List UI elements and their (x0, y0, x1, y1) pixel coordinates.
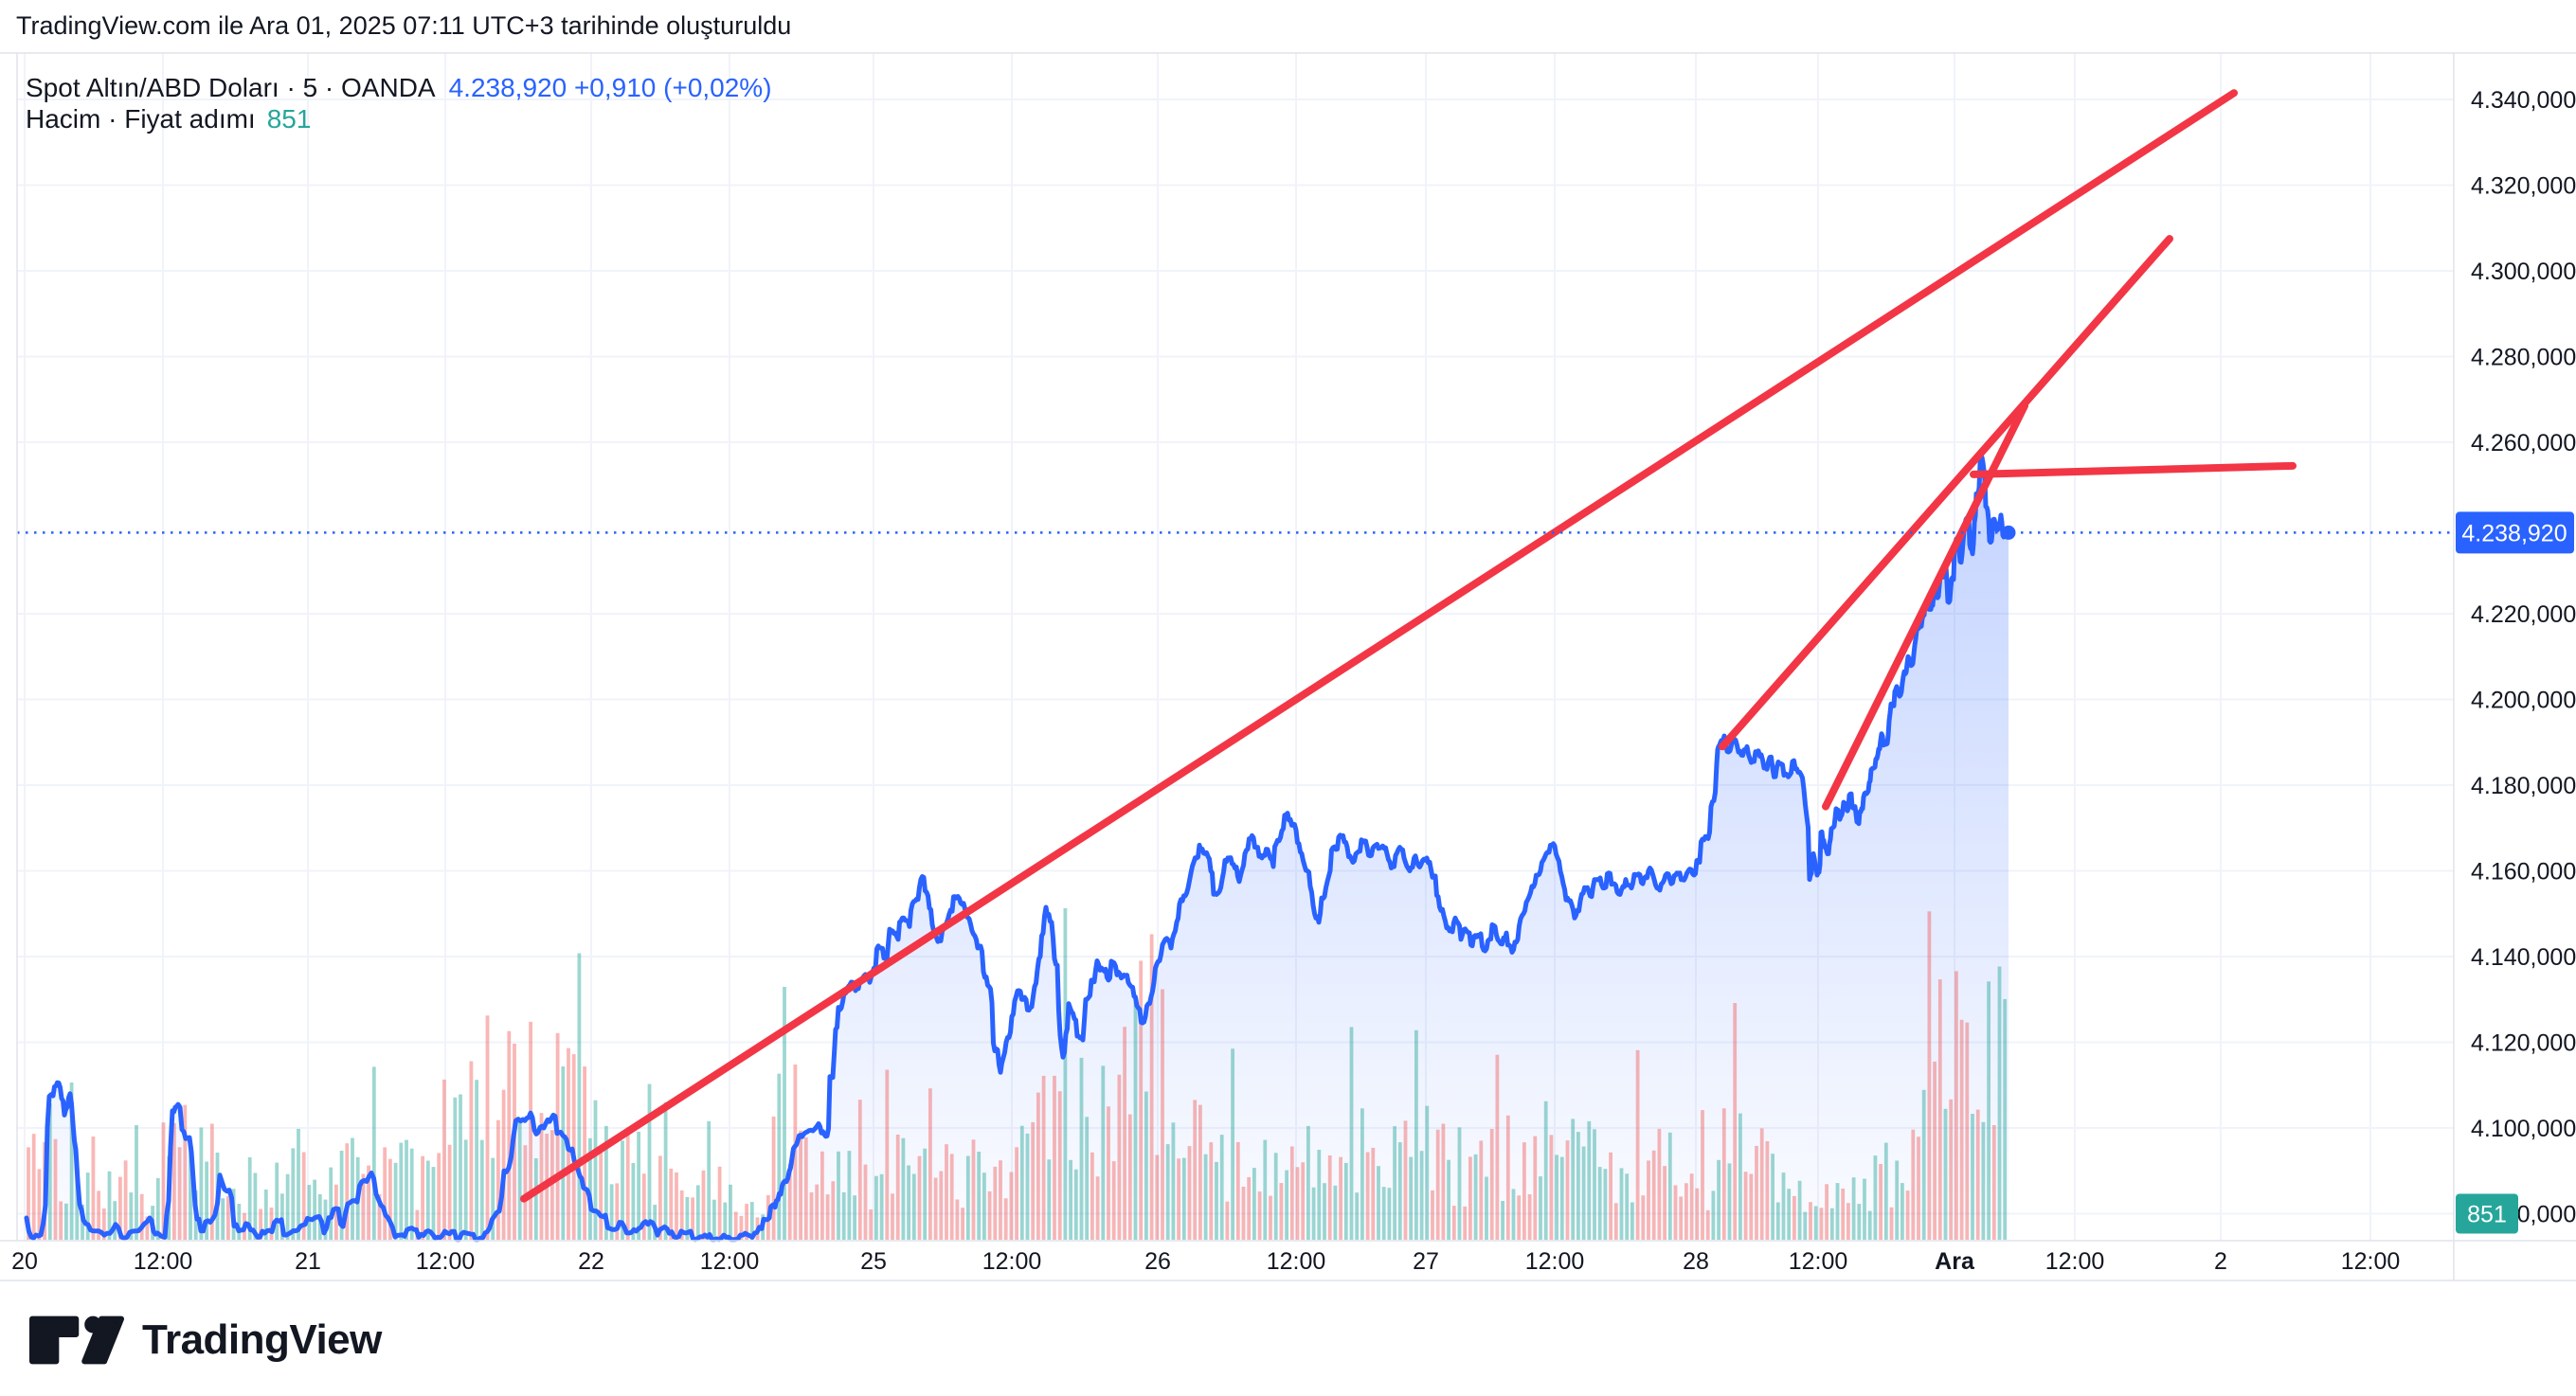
price-axis-label: 4.140,000 (2471, 944, 2576, 971)
trendline-1[interactable] (520, 89, 2238, 1203)
tradingview-logo-icon (28, 1315, 125, 1365)
time-axis-label: 12:00 (2341, 1248, 2401, 1275)
price-axis-label: 4.180,000 (2471, 773, 2576, 799)
time-axis-label: 12:00 (1267, 1248, 1326, 1275)
volume-bars (27, 908, 2008, 1240)
legend-volume-row[interactable]: Hacim · Fiyat adımı 851 (26, 103, 772, 134)
trendline-2[interactable] (1719, 235, 2173, 751)
symbol-title[interactable]: Spot Altın/ABD Doları · 5 · OANDA (26, 73, 436, 102)
time-axis-label: 12:00 (1525, 1248, 1585, 1275)
time-axis-label: 22 (578, 1248, 604, 1275)
time-axis-label: 25 (860, 1248, 887, 1275)
time-axis-label: 12:00 (1789, 1248, 1848, 1275)
price-badge: 4.238,920 (2456, 511, 2574, 554)
volume-study-title[interactable]: Hacim · Fiyat adımı (26, 104, 256, 134)
time-axis-label: 12:00 (134, 1248, 193, 1275)
time-axis[interactable]: 20 12:00 21 12:00 22 12:00 25 12:00 26 12:00 27 12:… (11, 1248, 2400, 1275)
price-axis-label: 4.160,000 (2471, 859, 2576, 886)
volume-badge: 851 (2456, 1193, 2518, 1234)
time-axis-label: Ara (1935, 1248, 1975, 1275)
time-axis-label: 12:00 (700, 1248, 760, 1275)
tradingview-logo: TradingView (27, 1313, 382, 1368)
price-axis-label: 4.120,000 (2471, 1030, 2576, 1057)
legend-symbol-row[interactable]: Spot Altın/ABD Doları · 5 · OANDA 4.238,9… (26, 72, 772, 103)
time-axis-label: 12:00 (2045, 1248, 2105, 1275)
chart-legend: Spot Altın/ABD Doları · 5 · OANDA 4.238,9… (26, 72, 772, 134)
price-line-series[interactable] (24, 455, 2011, 1243)
time-axis-label: 12:00 (416, 1248, 476, 1275)
pane-borders (0, 52, 2576, 1281)
time-axis-label: 20 (11, 1248, 38, 1275)
price-axis-label: 4.220,000 (2471, 601, 2576, 628)
time-axis-label: 12:00 (982, 1248, 1042, 1275)
price-axis-label: 4.200,000 (2471, 688, 2576, 714)
volume-value: 851 (266, 104, 312, 134)
trendlines[interactable] (520, 89, 2297, 1203)
time-axis-label: 21 (295, 1248, 321, 1275)
volume-badge-text: 851 (2467, 1202, 2507, 1228)
price-axis-label: 4.300,000 (2471, 259, 2576, 285)
last-price-dot (2001, 525, 2016, 540)
price-axis-label: 4.320,000 (2471, 173, 2576, 200)
time-axis-label: 2 (2214, 1248, 2227, 1275)
price-area-fill (27, 456, 2009, 1241)
symbol-price-change: 4.238,920 +0,910 (+0,02%) (448, 73, 772, 102)
price-axis-label: 4.260,000 (2471, 430, 2576, 456)
price-badge-text: 4.238,920 (2461, 520, 2567, 546)
tradingview-logo-text: TradingView (142, 1316, 382, 1363)
price-axis[interactable]: 4.340,000 4.320,000 4.300,000 4.280,000 4.26… (2471, 87, 2576, 1228)
generated-timestamp: TradingView.com ile Ara 01, 2025 07:11 U… (16, 11, 792, 40)
price-axis-label: 4.340,000 (2471, 87, 2576, 114)
time-axis-label: 26 (1144, 1248, 1171, 1275)
price-axis-label: 4.280,000 (2471, 345, 2576, 371)
time-axis-label: 28 (1683, 1248, 1709, 1275)
trendline-4[interactable] (1970, 461, 2297, 478)
time-axis-label: 27 (1413, 1248, 1439, 1275)
price-axis-label: 4.100,000 (2471, 1116, 2576, 1142)
